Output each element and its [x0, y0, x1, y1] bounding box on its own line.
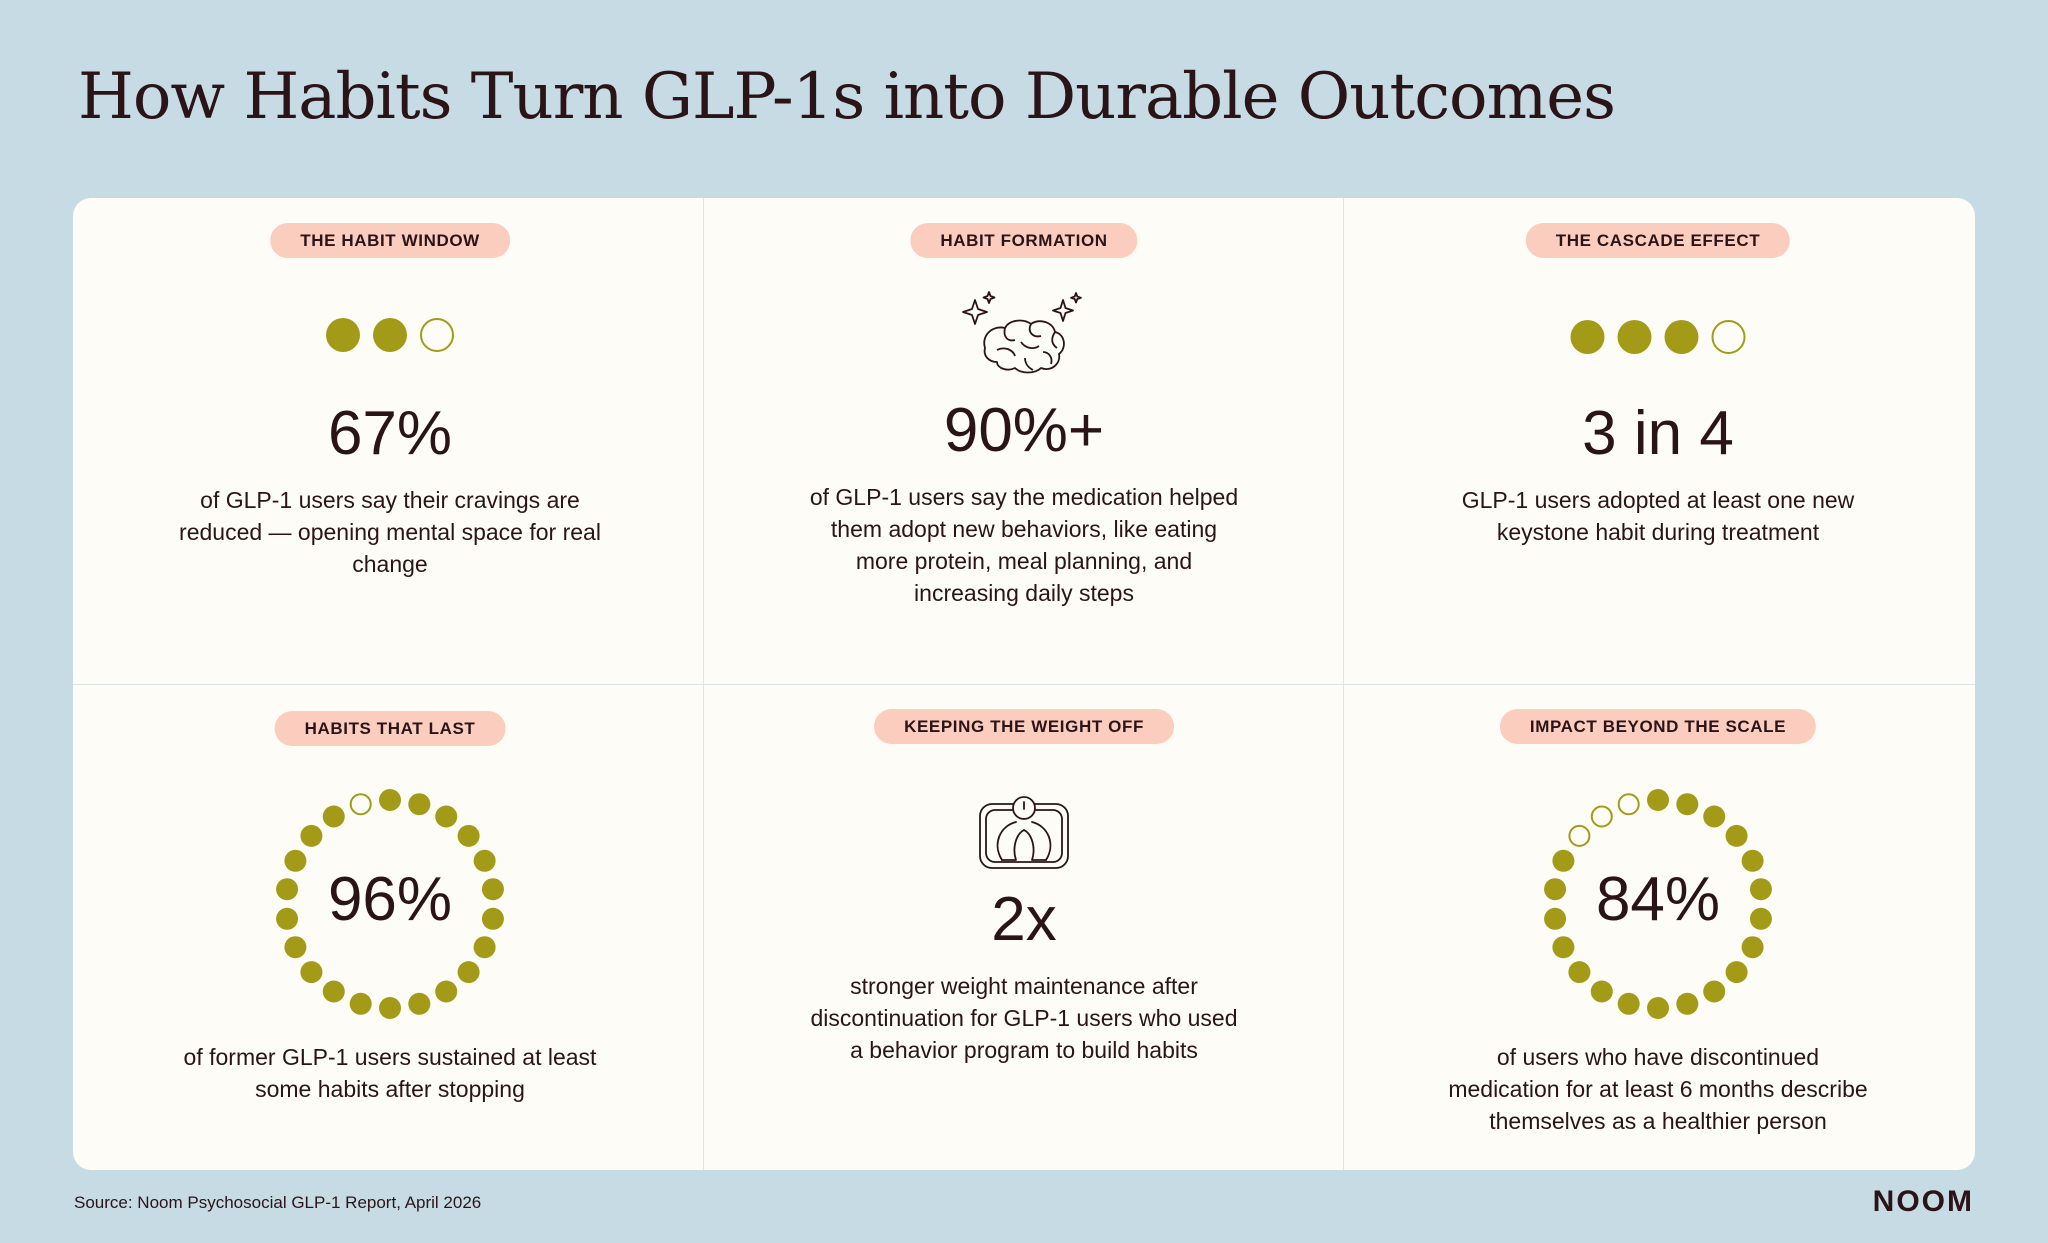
- stats-card: THE HABIT WINDOW 67% of GLP-1 users say …: [73, 198, 1975, 1170]
- cell-cascade-effect: THE CASCADE EFFECT 3 in 4 GLP-1 users ad…: [1341, 198, 1975, 684]
- section-label: THE CASCADE EFFECT: [1525, 223, 1791, 258]
- filled-dot: [1741, 936, 1764, 959]
- filled-dot: [1703, 805, 1726, 828]
- filled-dot: [322, 980, 345, 1003]
- row-divider: [73, 684, 1975, 685]
- noom-logo: NOOM: [1872, 1185, 1974, 1218]
- filled-dot: [1552, 936, 1575, 959]
- filled-dot: [349, 992, 372, 1015]
- empty-dot: [349, 793, 372, 816]
- filled-dot: [435, 980, 458, 1003]
- filled-dot: [1617, 320, 1652, 354]
- filled-dot: [1749, 878, 1772, 901]
- dot-ring-84: 84%: [1538, 784, 1778, 1024]
- stat-description: of users who have discontinued medicatio…: [1448, 1044, 1868, 1134]
- filled-dot: [284, 936, 307, 959]
- source-note: Source: Noom Psychosocial GLP-1 Report, …: [74, 1193, 482, 1212]
- filled-dot: [435, 805, 458, 828]
- empty-dot: [1568, 824, 1591, 847]
- stat-value: 67%: [327, 399, 453, 468]
- section-label: HABIT FORMATION: [910, 223, 1138, 258]
- filled-dot: [1544, 878, 1567, 901]
- filled-dot: [276, 878, 299, 901]
- stat-description: of former GLP-1 users sustained at least…: [183, 1044, 597, 1102]
- filled-dot: [1664, 320, 1699, 354]
- dot-ring-graphic: [1544, 789, 1772, 1019]
- stat-description: GLP-1 users adopted at least one new key…: [1461, 487, 1855, 545]
- filled-dot: [322, 805, 345, 828]
- filled-dot: [1741, 849, 1764, 872]
- cell-habit-window: THE HABIT WINDOW 67% of GLP-1 users say …: [73, 198, 707, 684]
- section-label: IMPACT BEYOND THE SCALE: [1499, 709, 1817, 744]
- filled-dot: [408, 992, 431, 1015]
- section-label: THE HABIT WINDOW: [270, 223, 510, 258]
- filled-dot: [300, 961, 323, 984]
- filled-dot: [1725, 961, 1748, 984]
- filled-dot: [1676, 992, 1699, 1015]
- filled-dot: [379, 789, 401, 811]
- filled-dot: [457, 961, 480, 984]
- scale-icon: [979, 796, 1069, 869]
- filled-dot: [408, 793, 431, 816]
- filled-dot: [1552, 849, 1575, 872]
- filled-dot: [481, 907, 504, 930]
- stat-value: 3 in 4: [1582, 399, 1734, 468]
- stat-value: 84%: [1595, 865, 1721, 934]
- stat-description: of GLP-1 users say their cravings are re…: [179, 487, 601, 577]
- brain-sparkle-icon: [962, 291, 1082, 374]
- stat-value: 2x: [991, 885, 1057, 954]
- filled-dot: [1703, 980, 1726, 1003]
- dot-ring-graphic: [276, 789, 504, 1019]
- filled-dot: [457, 824, 480, 847]
- filled-dot: [1544, 907, 1567, 930]
- filled-dot: [326, 318, 360, 352]
- section-label: HABITS THAT LAST: [274, 711, 506, 746]
- filled-dot: [284, 849, 307, 872]
- cell-habits-that-last: HABITS THAT LAST 96% of former GLP-1 use…: [73, 684, 707, 1170]
- cell-keeping-weight-off: KEEPING THE WEIGHT OFF 2x stronger weigh…: [707, 684, 1341, 1170]
- filled-dot: [473, 936, 496, 959]
- stat-value: 90%+: [943, 396, 1105, 465]
- empty-dot: [1617, 793, 1640, 816]
- filled-dot: [481, 878, 504, 901]
- stat-value: 96%: [327, 865, 453, 934]
- filled-dot: [1568, 961, 1591, 984]
- empty-dot: [1711, 320, 1746, 354]
- stat-description: stronger weight maintenance after discon…: [810, 973, 1238, 1063]
- filled-dot: [276, 907, 299, 930]
- cell-impact-beyond-scale: IMPACT BEYOND THE SCALE 84% of users who…: [1341, 684, 1975, 1170]
- filled-dot: [473, 849, 496, 872]
- empty-dot: [420, 318, 454, 352]
- filled-dot: [1570, 320, 1605, 354]
- filled-dot: [1749, 907, 1772, 930]
- dot-ring-96: 96%: [270, 784, 510, 1024]
- stat-description: of GLP-1 users say the medication helped…: [809, 484, 1239, 606]
- filled-dot: [379, 997, 401, 1019]
- filled-dot: [1617, 992, 1640, 1015]
- filled-dot: [1647, 997, 1669, 1019]
- dot-indicator: [1570, 320, 1746, 354]
- filled-dot: [300, 824, 323, 847]
- section-label: KEEPING THE WEIGHT OFF: [874, 709, 1174, 744]
- dot-indicator: [326, 318, 454, 352]
- filled-dot: [1725, 824, 1748, 847]
- page-title: How Habits Turn GLP-1s into Durable Outc…: [78, 60, 1616, 134]
- filled-dot: [1590, 980, 1613, 1003]
- filled-dot: [373, 318, 407, 352]
- cell-habit-formation: HABIT FORMATION 90%+ of GLP-1 users say …: [707, 198, 1341, 684]
- filled-dot: [1676, 793, 1699, 816]
- filled-dot: [1647, 789, 1669, 811]
- empty-dot: [1590, 805, 1613, 828]
